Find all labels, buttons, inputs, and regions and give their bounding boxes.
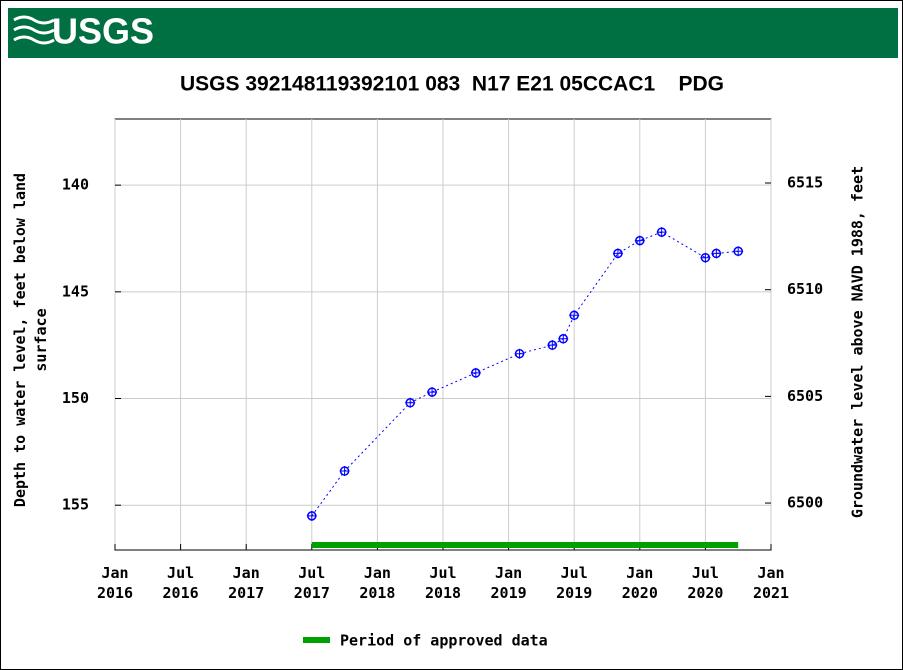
point-cross [427, 387, 438, 398]
data-point [514, 348, 525, 359]
point-cross [306, 510, 317, 521]
data-point [700, 252, 711, 263]
chart-title: USGS 392148119392101 083 N17 E21 05CCAC1… [180, 73, 724, 96]
point-cross [634, 235, 645, 246]
data-point [427, 387, 438, 398]
data-point [558, 333, 569, 344]
y2-tick-label: 6505 [787, 387, 823, 405]
y-tick-label: 150 [62, 389, 89, 407]
point-cross [514, 348, 525, 359]
y-tick-label: 145 [62, 282, 89, 300]
logo-waves [13, 15, 55, 45]
point-cross [656, 227, 667, 238]
data-point [656, 227, 667, 238]
point-cross [339, 466, 350, 477]
x-tick-label: Jul 2019 [556, 564, 592, 602]
point-cross [470, 367, 481, 378]
y2-tick-label: 6510 [787, 280, 823, 298]
data-point [612, 248, 623, 259]
point-cross [547, 340, 558, 351]
x-tick-label: Jan 2017 [228, 564, 264, 602]
x-tick-label: Jan 2019 [491, 564, 527, 602]
point-cross [711, 248, 722, 259]
x-tick-label: Jan 2016 [97, 564, 133, 602]
y2-tick-label: 6515 [787, 174, 823, 192]
data-point [547, 340, 558, 351]
logo: USGS [52, 11, 154, 52]
x-tick-label: Jan 2021 [753, 564, 789, 602]
header-band [8, 8, 898, 58]
x-tick-label: Jul 2020 [687, 564, 723, 602]
data-point [306, 510, 317, 521]
x-tick-label: Jul 2017 [294, 564, 330, 602]
legend-label: Period of approved data [340, 632, 548, 650]
x-tick-label: Jan 2020 [622, 564, 658, 602]
data-point [711, 248, 722, 259]
point-cross [612, 248, 623, 259]
point-cross [700, 252, 711, 263]
y2-axis-label: Groundwater level above NAVD 1988, feet [849, 166, 867, 518]
x-tick-label: Jul 2016 [163, 564, 199, 602]
point-cross [558, 333, 569, 344]
data-point [733, 246, 744, 257]
data-point [569, 310, 580, 321]
data-point [634, 235, 645, 246]
y-tick-label: 155 [62, 496, 89, 514]
point-cross [405, 397, 416, 408]
point-cross [733, 246, 744, 257]
point-cross [569, 310, 580, 321]
x-tick-label: Jan 2018 [359, 564, 395, 602]
y-tick-label: 140 [62, 176, 89, 194]
data-point [339, 466, 350, 477]
x-tick-label: Jul 2018 [425, 564, 461, 602]
y2-tick-label: 6500 [787, 494, 823, 512]
data-point [470, 367, 481, 378]
data-point [405, 397, 416, 408]
y-axis-label: Depth to water level, feet below land sur… [11, 173, 50, 507]
